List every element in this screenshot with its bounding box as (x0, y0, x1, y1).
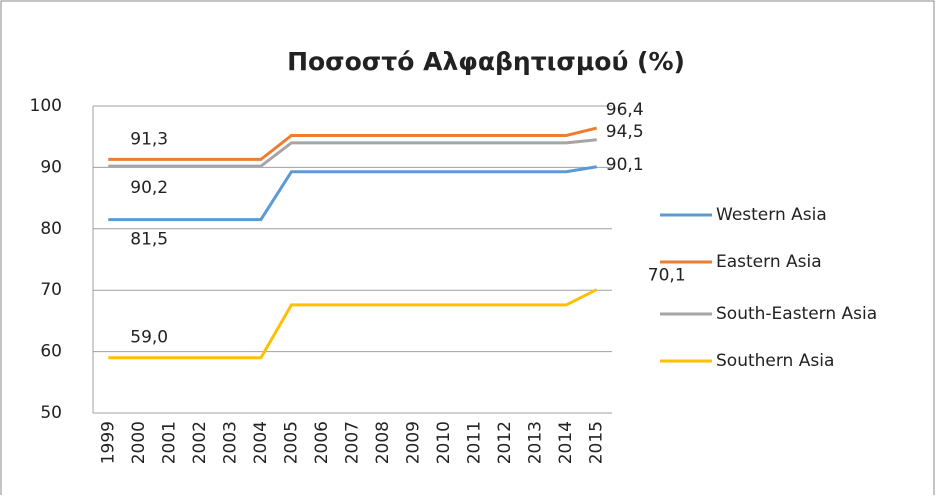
chart-title: Ποσοστό Αλφαβητισμού (%) (287, 47, 685, 76)
legend-label: Western Asia (716, 205, 827, 225)
legend-label: Southern Asia (716, 351, 834, 371)
data-label: 59,0 (130, 328, 168, 348)
x-tick-label: 2003 (220, 421, 240, 464)
series-line (108, 288, 598, 360)
y-tick-label: 50 (40, 403, 62, 423)
data-label: 91,3 (130, 129, 168, 149)
x-tick-label: 2006 (312, 421, 332, 464)
legend-label: Eastern Asia (716, 252, 822, 272)
y-tick-label: 80 (40, 219, 62, 239)
data-label: 96,4 (606, 100, 644, 120)
x-tick-label: 2010 (434, 421, 454, 464)
x-tick-label: 2014 (556, 421, 576, 464)
x-tick-label: 2004 (251, 421, 271, 464)
data-label: 90,1 (606, 155, 644, 175)
series-line (108, 165, 597, 222)
data-label: 94,5 (606, 122, 644, 142)
x-tick-label: 2012 (495, 421, 515, 464)
y-tick-label: 70 (40, 280, 62, 300)
x-tick-label: 2015 (587, 421, 607, 464)
legend-label: South-Eastern Asia (716, 304, 877, 324)
y-tick-label: 90 (40, 157, 62, 177)
y-tick-label: 100 (30, 96, 62, 116)
series-line (108, 138, 597, 168)
x-tick-label: 2008 (373, 421, 393, 464)
x-tick-label: 1999 (98, 421, 118, 464)
x-tick-label: 2001 (159, 421, 179, 464)
x-tick-label: 2011 (465, 421, 485, 464)
series-line (108, 126, 598, 161)
x-tick-label: 2002 (190, 421, 210, 464)
data-label: 70,1 (648, 266, 686, 286)
data-label: 90,2 (130, 178, 168, 198)
y-tick-label: 60 (40, 342, 62, 362)
x-tick-label: 2009 (404, 421, 424, 464)
x-tick-label: 2000 (129, 421, 149, 464)
data-label: 81,5 (130, 230, 168, 250)
x-tick-label: 2005 (281, 421, 301, 464)
x-tick-label: 2013 (526, 421, 546, 464)
x-tick-label: 2007 (343, 421, 363, 464)
